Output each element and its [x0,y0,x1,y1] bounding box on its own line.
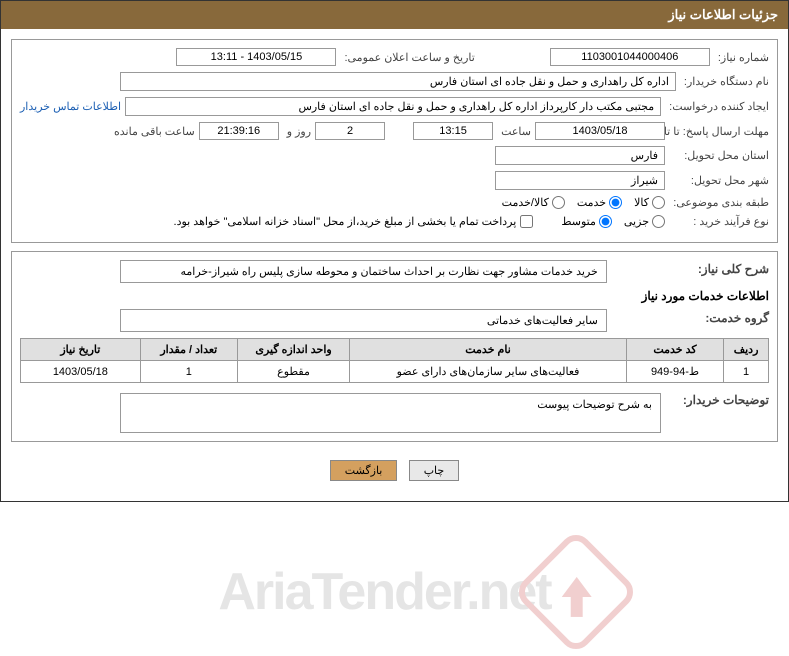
time-remaining-label: ساعت باقی مانده [110,125,195,138]
watermark: AriaTender.net [162,532,677,652]
cat-goods-service-label: کالا/خدمت [502,196,549,209]
buyer-org-label: نام دستگاه خریدار: [680,75,769,88]
cat-goods-label: کالا [634,196,649,209]
type-partial-radio[interactable]: جزیی [624,215,665,228]
info-section: شماره نیاز: 1103001044000406 تاریخ و ساع… [11,39,778,243]
payment-checkbox[interactable]: پرداخت تمام یا بخشی از مبلغ خرید،از محل … [174,215,534,228]
general-desc-value: خرید خدمات مشاور جهت نظارت بر احداث ساخت… [120,260,607,283]
td-row: 1 [724,361,769,383]
th-date: تاریخ نیاز [21,339,141,361]
category-label: طبقه بندی موضوعی: [669,196,769,209]
delivery-province-value: فارس [495,146,665,165]
deadline-label: مهلت ارسال پاسخ: تا تاریخ: [669,125,769,138]
description-section: AriaTender.net شرح کلی نیاز: خرید خدمات … [11,251,778,442]
td-code: ط-94-949 [626,361,723,383]
days-and-label: روز و [283,125,311,138]
deadline-time-value: 13:15 [413,122,493,140]
type-medium-label: متوسط [561,215,596,228]
need-number-value: 1103001044000406 [550,48,710,66]
td-name: فعالیت‌های سایر سازمان‌های دارای عضو [350,361,627,383]
cat-goods-service-radio[interactable]: کالا/خدمت [502,196,565,209]
services-title: اطلاعات خدمات مورد نیاز [20,289,769,303]
panel-header: جزئیات اطلاعات نیاز [1,1,788,29]
delivery-city-value: شیراز [495,171,665,190]
th-code: کد خدمت [626,339,723,361]
general-desc-label: شرح کلی نیاز: [669,262,769,276]
payment-note-label: پرداخت تمام یا بخشی از مبلغ خرید،از محل … [174,215,517,228]
announce-date-value: 1403/05/15 - 13:11 [176,48,336,66]
print-button[interactable]: چاپ [409,460,460,481]
th-qty: تعداد / مقدار [140,339,237,361]
notes-label: توضیحات خریدار: [669,393,769,407]
delivery-city-label: شهر محل تحویل: [669,174,769,187]
services-table: ردیف کد خدمت نام خدمت واحد اندازه گیری ت… [20,338,769,383]
need-number-label: شماره نیاز: [714,51,769,64]
td-date: 1403/05/18 [21,361,141,383]
days-remaining-value: 2 [315,122,385,140]
purchase-type-label: نوع فرآیند خرید : [669,215,769,228]
delivery-province-label: استان محل تحویل: [669,149,769,162]
th-row: ردیف [724,339,769,361]
table-row: 1 ط-94-949 فعالیت‌های سایر سازمان‌های دا… [21,361,769,383]
th-unit: واحد اندازه گیری [237,339,349,361]
notes-value: به شرح توضیحات پیوست [120,393,661,433]
requester-label: ایجاد کننده درخواست: [665,100,769,113]
cat-service-label: خدمت [577,196,606,209]
type-partial-label: جزیی [624,215,649,228]
type-medium-radio[interactable]: متوسط [561,215,612,228]
buyer-org-value: اداره کل راهداری و حمل و نقل جاده ای است… [120,72,676,91]
service-group-label: گروه خدمت: [669,311,769,325]
td-unit: مقطوع [237,361,349,383]
deadline-date-value: 1403/05/18 [535,122,665,140]
th-name: نام خدمت [350,339,627,361]
back-button[interactable]: بازگشت [330,460,398,481]
announce-date-label: تاریخ و ساعت اعلان عمومی: [340,51,474,64]
service-group-value: سایر فعالیت‌های خدماتی [120,309,607,332]
time-remaining-value: 21:39:16 [199,122,279,140]
requester-value: مجتبی مکتب دار کارپرداز اداره کل راهداری… [125,97,661,116]
cat-goods-radio[interactable]: کالا [634,196,665,209]
buyer-contact-link[interactable]: اطلاعات تماس خریدار [20,100,121,113]
time-label: ساعت [497,125,531,138]
cat-service-radio[interactable]: خدمت [577,196,622,209]
td-qty: 1 [140,361,237,383]
